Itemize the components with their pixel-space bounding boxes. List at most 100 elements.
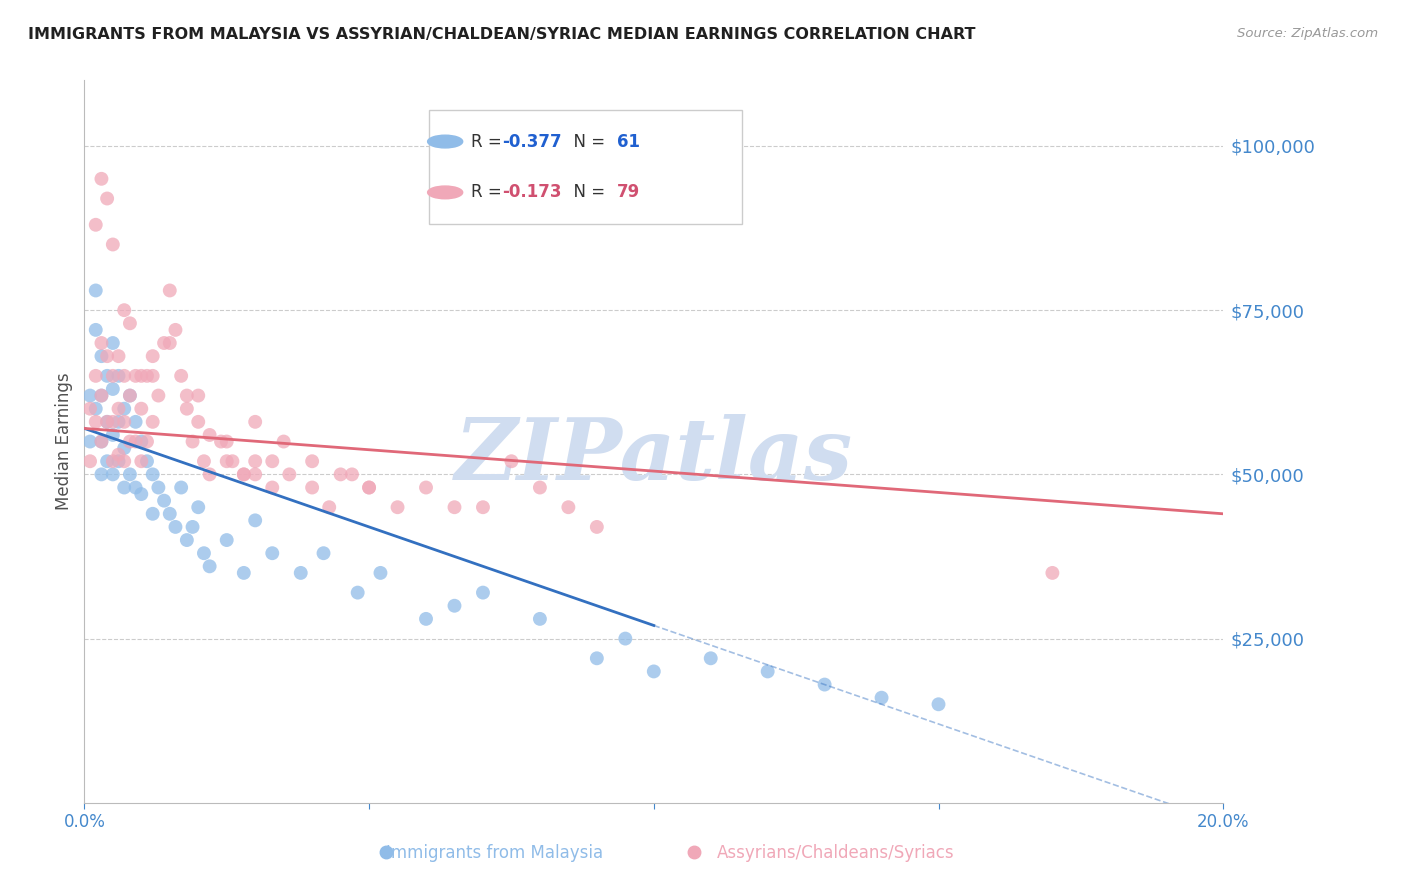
- Point: [614, 632, 637, 646]
- Point: [84, 401, 107, 416]
- Point: [118, 434, 141, 449]
- Point: [90, 171, 112, 186]
- Text: ZIPatlas: ZIPatlas: [454, 414, 853, 498]
- Point: [187, 388, 209, 402]
- Point: [215, 434, 238, 449]
- Point: [96, 368, 118, 383]
- Point: [176, 388, 198, 402]
- Point: [90, 467, 112, 482]
- Point: [96, 349, 118, 363]
- Point: [586, 520, 609, 534]
- Point: [142, 415, 165, 429]
- Point: [278, 467, 301, 482]
- Point: [131, 487, 153, 501]
- Point: [101, 415, 124, 429]
- Point: [318, 500, 340, 515]
- Point: [112, 415, 135, 429]
- Point: [107, 401, 129, 416]
- Point: [124, 415, 146, 429]
- Point: [501, 454, 523, 468]
- Point: [136, 454, 159, 468]
- Point: [101, 368, 124, 383]
- Point: [245, 415, 267, 429]
- Point: [96, 415, 118, 429]
- Point: [159, 507, 181, 521]
- Point: [387, 500, 409, 515]
- Point: [245, 454, 267, 468]
- Point: [198, 467, 221, 482]
- Text: IMMIGRANTS FROM MALAYSIA VS ASSYRIAN/CHALDEAN/SYRIAC MEDIAN EARNINGS CORRELATION: IMMIGRANTS FROM MALAYSIA VS ASSYRIAN/CHA…: [28, 27, 976, 42]
- Point: [101, 382, 124, 396]
- Point: [148, 481, 170, 495]
- Point: [443, 599, 465, 613]
- Point: [124, 368, 146, 383]
- Point: [142, 467, 165, 482]
- Point: [557, 500, 579, 515]
- Point: [159, 336, 181, 351]
- Point: [165, 323, 187, 337]
- Point: [107, 448, 129, 462]
- Point: [79, 401, 101, 416]
- Point: [176, 533, 198, 547]
- Text: Immigrants from Malaysia: Immigrants from Malaysia: [385, 845, 603, 863]
- Point: [142, 368, 165, 383]
- Point: [181, 434, 204, 449]
- Point: [84, 218, 107, 232]
- Point: [112, 441, 135, 455]
- Point: [245, 513, 267, 527]
- Point: [273, 434, 295, 449]
- Y-axis label: Median Earnings: Median Earnings: [55, 373, 73, 510]
- Point: [153, 336, 176, 351]
- Point: [84, 284, 107, 298]
- Point: [215, 533, 238, 547]
- Point: [443, 500, 465, 515]
- Text: Assyrians/Chaldeans/Syriacs: Assyrians/Chaldeans/Syriacs: [717, 845, 955, 863]
- Point: [84, 368, 107, 383]
- Point: [193, 454, 215, 468]
- Point: [142, 507, 165, 521]
- Point: [232, 566, 254, 580]
- Point: [124, 481, 146, 495]
- Point: [101, 467, 124, 482]
- Point: [90, 434, 112, 449]
- Point: [124, 434, 146, 449]
- Point: [215, 454, 238, 468]
- Text: Source: ZipAtlas.com: Source: ZipAtlas.com: [1237, 27, 1378, 40]
- Point: [529, 481, 551, 495]
- Point: [96, 192, 118, 206]
- Point: [112, 303, 135, 318]
- Point: [359, 481, 381, 495]
- Point: [472, 585, 495, 599]
- Point: [529, 612, 551, 626]
- Point: [101, 237, 124, 252]
- Point: [107, 454, 129, 468]
- Point: [193, 546, 215, 560]
- Point: [101, 428, 124, 442]
- Point: [118, 467, 141, 482]
- Point: [148, 388, 170, 402]
- Point: [112, 454, 135, 468]
- Point: [79, 454, 101, 468]
- Point: [107, 349, 129, 363]
- Point: [165, 520, 187, 534]
- Point: [159, 284, 181, 298]
- Point: [96, 454, 118, 468]
- Point: [870, 690, 893, 705]
- Point: [586, 651, 609, 665]
- Point: [131, 368, 153, 383]
- Point: [112, 368, 135, 383]
- Point: [118, 388, 141, 402]
- Point: [370, 566, 392, 580]
- Point: [221, 454, 243, 468]
- Point: [90, 388, 112, 402]
- Point: [107, 415, 129, 429]
- Point: [262, 481, 284, 495]
- Point: [209, 434, 232, 449]
- Point: [415, 612, 437, 626]
- Point: [90, 434, 112, 449]
- Point: [101, 336, 124, 351]
- Point: [90, 336, 112, 351]
- Point: [198, 428, 221, 442]
- Point: [79, 434, 101, 449]
- Point: [118, 388, 141, 402]
